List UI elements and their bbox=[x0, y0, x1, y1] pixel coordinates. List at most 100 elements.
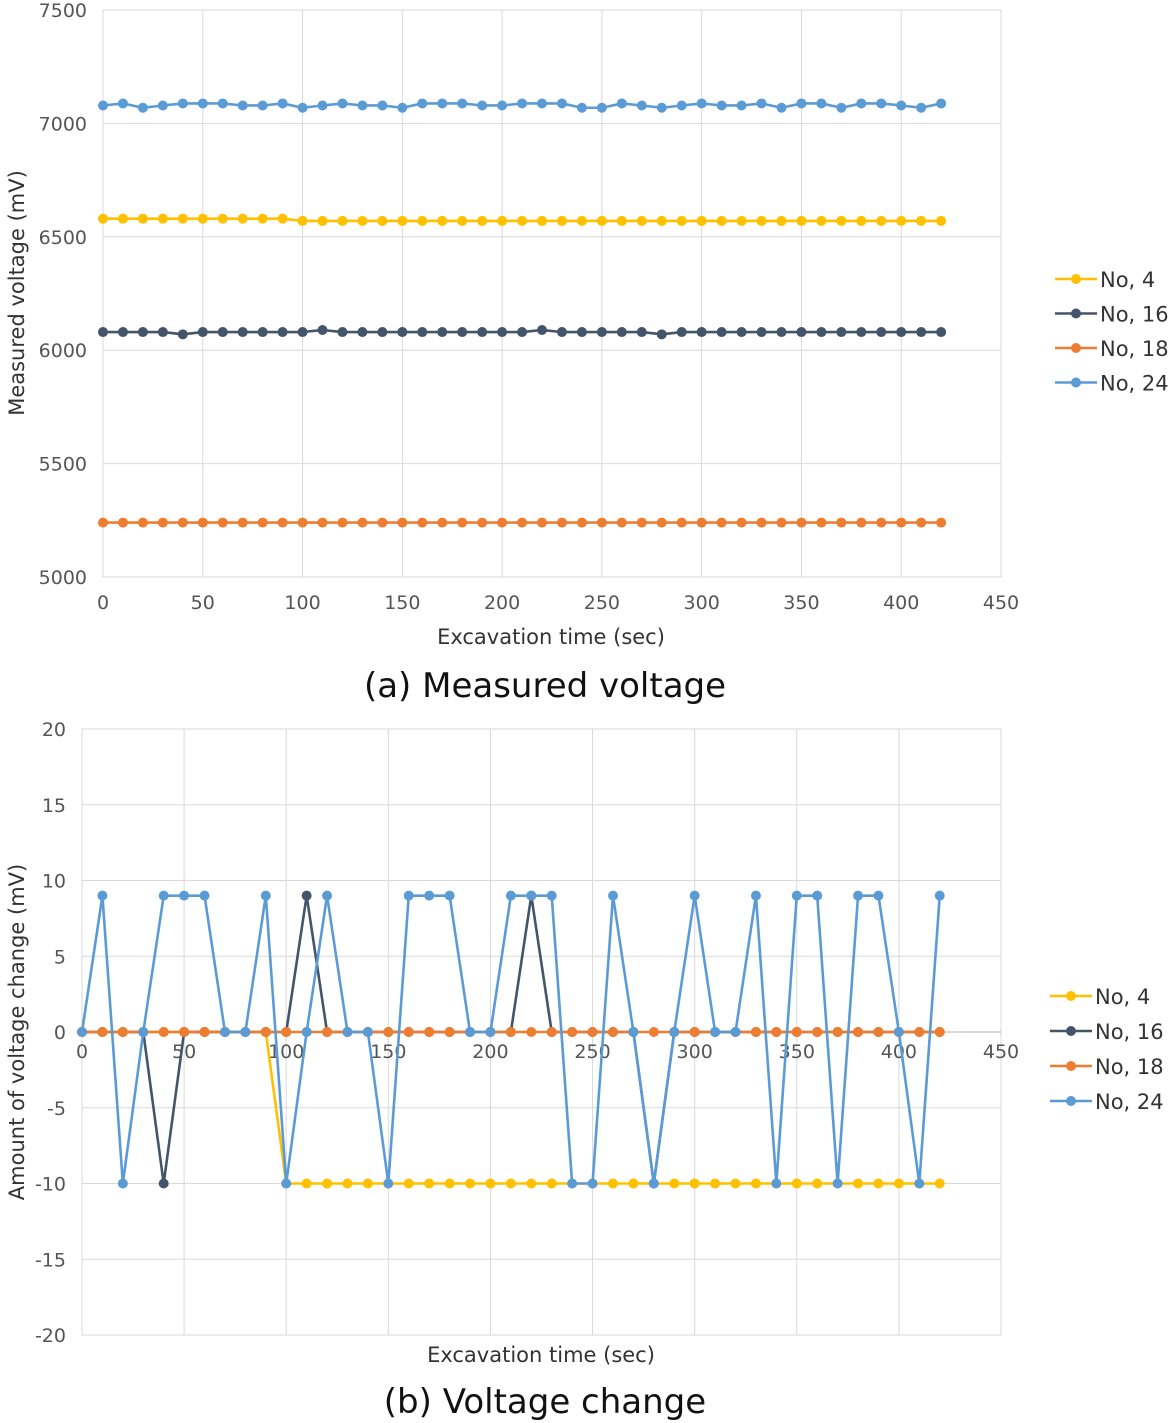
data-point bbox=[676, 215, 687, 226]
data-point bbox=[616, 215, 627, 226]
data-point bbox=[656, 102, 667, 113]
data-point bbox=[836, 517, 847, 528]
data-point bbox=[934, 1027, 945, 1037]
data-point bbox=[893, 1178, 904, 1189]
data-point bbox=[297, 215, 308, 226]
series-no-18 bbox=[77, 1027, 945, 1037]
data-point bbox=[497, 327, 508, 338]
data-point bbox=[896, 215, 907, 226]
data-point bbox=[457, 517, 468, 528]
data-point bbox=[444, 890, 455, 901]
chart-measured-voltage: 5000 5500 6000 6500 7000 7500 0 50 100 150 200 250 3… bbox=[5, 0, 1169, 706]
x-tick-label: 400 bbox=[881, 1041, 917, 1063]
data-point bbox=[914, 1178, 925, 1189]
data-point bbox=[916, 327, 927, 338]
data-point bbox=[696, 517, 707, 528]
data-point bbox=[237, 213, 248, 224]
data-point bbox=[117, 517, 128, 528]
data-point bbox=[696, 215, 707, 226]
data-point bbox=[403, 1178, 414, 1189]
data-point bbox=[337, 215, 348, 226]
data-point bbox=[177, 213, 188, 224]
data-point bbox=[836, 215, 847, 226]
data-point bbox=[322, 1027, 333, 1037]
data-point bbox=[596, 102, 607, 113]
y-tick-label: 7500 bbox=[39, 0, 87, 22]
data-point bbox=[856, 327, 867, 338]
data-point bbox=[873, 890, 884, 901]
data-point bbox=[477, 327, 488, 338]
legend: No, 4 No, 16 No, 18 No, 24 bbox=[1050, 985, 1164, 1114]
data-point bbox=[636, 517, 647, 528]
data-point bbox=[377, 215, 388, 226]
data-point bbox=[217, 213, 228, 224]
data-point bbox=[736, 517, 747, 528]
x-tick-label: 50 bbox=[172, 1041, 196, 1063]
data-point bbox=[485, 1027, 496, 1037]
x-tick-label: 450 bbox=[983, 1041, 1019, 1063]
data-point bbox=[750, 1027, 761, 1037]
data-point bbox=[816, 517, 827, 528]
data-point bbox=[648, 1027, 659, 1037]
data-point bbox=[158, 1027, 169, 1037]
data-point bbox=[281, 1027, 292, 1037]
legend-label: No, 24 bbox=[1095, 1090, 1164, 1114]
data-point bbox=[157, 213, 168, 224]
data-point bbox=[97, 1027, 108, 1037]
data-point bbox=[197, 213, 208, 224]
data-point bbox=[217, 98, 228, 109]
data-point bbox=[505, 1027, 516, 1037]
data-point bbox=[397, 215, 408, 226]
data-point bbox=[240, 1027, 251, 1037]
data-point bbox=[217, 517, 228, 528]
data-point bbox=[896, 100, 907, 111]
data-point bbox=[322, 1178, 333, 1189]
data-point bbox=[596, 327, 607, 338]
legend: No, 4 No, 16 No, 18 No, 24 bbox=[1055, 268, 1169, 396]
data-point bbox=[257, 517, 268, 528]
data-point bbox=[117, 213, 128, 224]
y-tick-label: -5 bbox=[47, 1098, 66, 1120]
data-point bbox=[260, 1027, 271, 1037]
data-point bbox=[317, 215, 328, 226]
data-point bbox=[437, 215, 448, 226]
data-point bbox=[526, 890, 537, 901]
data-point bbox=[696, 98, 707, 109]
data-point bbox=[362, 1178, 373, 1189]
data-point bbox=[517, 215, 528, 226]
data-point bbox=[337, 517, 348, 528]
x-tick-label: 250 bbox=[574, 1041, 610, 1063]
data-point bbox=[776, 517, 787, 528]
data-point bbox=[197, 517, 208, 528]
data-point bbox=[816, 98, 827, 109]
data-point bbox=[197, 327, 208, 338]
series-no-4 bbox=[98, 213, 947, 226]
data-point bbox=[616, 98, 627, 109]
y-tick-label: 20 bbox=[42, 719, 66, 741]
data-point bbox=[342, 1027, 353, 1037]
series-no-24 bbox=[98, 98, 947, 113]
x-tick-label: 50 bbox=[191, 592, 215, 614]
legend-swatch-marker bbox=[1071, 343, 1081, 353]
data-point bbox=[517, 517, 528, 528]
legend-label: No, 4 bbox=[1095, 985, 1150, 1009]
data-point bbox=[730, 1027, 741, 1037]
data-point bbox=[736, 327, 747, 338]
data-point bbox=[796, 327, 807, 338]
legend-label: No, 4 bbox=[1100, 268, 1155, 292]
legend-swatch-marker bbox=[1066, 1096, 1076, 1106]
data-point bbox=[457, 215, 468, 226]
data-point bbox=[916, 215, 927, 226]
data-point bbox=[607, 1027, 618, 1037]
data-point bbox=[465, 1178, 476, 1189]
data-point bbox=[689, 1178, 700, 1189]
y-tick-label: 0 bbox=[54, 1022, 66, 1044]
data-point bbox=[716, 517, 727, 528]
data-point bbox=[526, 1178, 537, 1189]
data-point bbox=[607, 1178, 618, 1189]
x-tick-label: 0 bbox=[76, 1041, 88, 1063]
legend-swatch-marker bbox=[1071, 377, 1081, 388]
data-point bbox=[217, 327, 228, 338]
legend-swatch-marker bbox=[1066, 1026, 1076, 1036]
